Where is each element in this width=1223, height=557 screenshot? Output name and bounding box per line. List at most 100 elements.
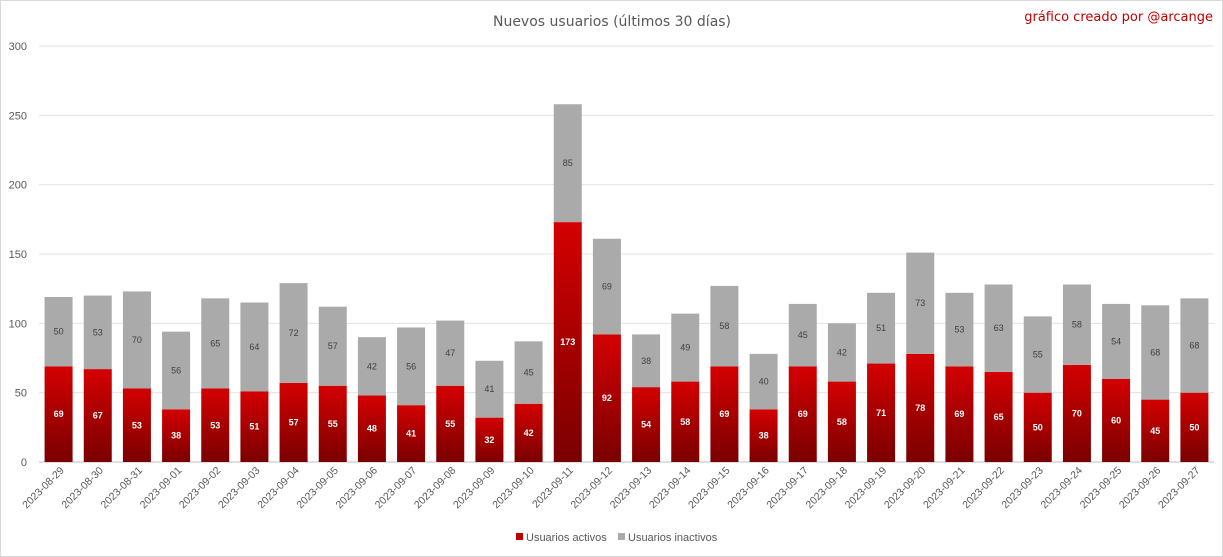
bar-usuarios-activos xyxy=(1062,364,1091,462)
bar-usuarios-activos xyxy=(397,405,426,462)
x-tick-label: 2023-09-27 xyxy=(1156,465,1203,512)
bar-usuarios-activos xyxy=(632,387,661,462)
bar-usuarios-activos xyxy=(671,381,700,462)
legend-label: Usuarios activos xyxy=(526,532,607,544)
data-label-activos: 53 xyxy=(132,420,142,430)
data-label-activos: 78 xyxy=(915,403,925,413)
data-label-inactivos: 42 xyxy=(367,361,377,371)
data-label-activos: 92 xyxy=(602,393,612,403)
legend-label: Usuarios inactivos xyxy=(628,532,718,544)
data-label-inactivos: 53 xyxy=(93,327,103,337)
bar-usuarios-activos xyxy=(553,222,582,462)
bar-usuarios-inactivos xyxy=(318,306,347,386)
credit-text: gráfico creado por @arcange xyxy=(1024,10,1213,25)
data-label-activos: 32 xyxy=(484,435,494,445)
bar-usuarios-activos xyxy=(357,395,386,462)
data-label-inactivos: 45 xyxy=(524,368,534,378)
bar-usuarios-activos xyxy=(83,369,112,462)
data-label-activos: 71 xyxy=(876,408,886,418)
data-label-inactivos: 38 xyxy=(641,356,651,366)
data-label-activos: 41 xyxy=(406,429,416,439)
bar-usuarios-inactivos xyxy=(827,323,856,382)
data-label-inactivos: 56 xyxy=(406,361,416,371)
data-label-activos: 48 xyxy=(367,424,377,434)
bar-usuarios-inactivos xyxy=(1062,284,1091,365)
bar-usuarios-inactivos xyxy=(867,292,896,364)
data-label-inactivos: 58 xyxy=(1072,320,1082,330)
bar-usuarios-activos xyxy=(1180,392,1209,462)
bar-usuarios-activos xyxy=(122,388,151,462)
bar-usuarios-activos xyxy=(201,388,230,462)
bar-usuarios-inactivos xyxy=(1141,305,1170,400)
bar-usuarios-activos xyxy=(592,334,621,462)
x-tick-label: 2023-09-10 xyxy=(490,465,537,512)
data-label-inactivos: 49 xyxy=(680,343,690,353)
chart-title: Nuevos usuarios (últimos 30 días) xyxy=(493,14,731,30)
bar-usuarios-inactivos xyxy=(553,104,582,223)
data-label-inactivos: 47 xyxy=(445,348,455,358)
legend-swatch xyxy=(618,533,625,540)
y-tick-label: 150 xyxy=(9,249,27,261)
data-label-inactivos: 50 xyxy=(54,327,64,337)
data-label-inactivos: 45 xyxy=(798,330,808,340)
data-label-activos: 50 xyxy=(1033,422,1043,432)
data-label-activos: 57 xyxy=(289,417,299,427)
data-label-activos: 69 xyxy=(54,409,64,419)
legend-swatch xyxy=(516,533,523,540)
bar-usuarios-inactivos xyxy=(240,302,269,392)
data-label-activos: 38 xyxy=(171,431,181,441)
data-label-activos: 53 xyxy=(210,420,220,430)
data-label-activos: 65 xyxy=(994,412,1004,422)
data-label-activos: 54 xyxy=(641,420,651,430)
bar-usuarios-inactivos xyxy=(279,283,308,383)
data-label-activos: 55 xyxy=(445,419,455,429)
bar-usuarios-inactivos xyxy=(357,337,386,396)
data-label-activos: 42 xyxy=(524,428,534,438)
bar-usuarios-activos xyxy=(514,403,543,462)
y-tick-label: 50 xyxy=(15,388,27,400)
data-label-inactivos: 73 xyxy=(915,298,925,308)
bar-usuarios-activos xyxy=(827,381,856,462)
data-label-activos: 45 xyxy=(1150,426,1160,436)
data-label-inactivos: 55 xyxy=(1033,350,1043,360)
bar-usuarios-inactivos xyxy=(514,341,543,404)
data-label-activos: 67 xyxy=(93,411,103,421)
bar-usuarios-inactivos xyxy=(788,303,817,367)
data-label-activos: 173 xyxy=(560,337,575,347)
bar-usuarios-activos xyxy=(240,391,269,462)
y-tick-label: 100 xyxy=(9,318,27,330)
bar-usuarios-activos xyxy=(749,409,778,462)
bar-usuarios-inactivos xyxy=(44,296,73,367)
data-label-inactivos: 69 xyxy=(602,282,612,292)
bar-usuarios-inactivos xyxy=(397,327,426,406)
bar-usuarios-inactivos xyxy=(671,313,700,382)
data-label-inactivos: 63 xyxy=(994,323,1004,333)
bar-usuarios-inactivos xyxy=(945,292,974,367)
data-label-inactivos: 40 xyxy=(759,377,769,387)
bar-usuarios-activos xyxy=(1023,392,1052,462)
bar-usuarios-activos xyxy=(945,366,974,462)
bar-usuarios-activos xyxy=(279,382,308,462)
bar-usuarios-inactivos xyxy=(592,238,621,335)
bar-usuarios-activos xyxy=(436,385,465,462)
bar-usuarios-activos xyxy=(867,363,896,462)
data-label-activos: 70 xyxy=(1072,408,1082,418)
bar-usuarios-activos xyxy=(710,366,739,462)
y-tick-label: 200 xyxy=(9,180,27,192)
data-label-activos: 69 xyxy=(954,409,964,419)
bar-usuarios-activos xyxy=(44,366,73,462)
data-label-inactivos: 85 xyxy=(563,158,573,168)
bar-usuarios-inactivos xyxy=(749,353,778,410)
data-label-inactivos: 42 xyxy=(837,347,847,357)
data-label-activos: 58 xyxy=(837,417,847,427)
bar-usuarios-inactivos xyxy=(201,298,230,389)
bar-usuarios-activos xyxy=(1102,378,1131,462)
bar-usuarios-activos xyxy=(162,409,191,462)
data-label-activos: 69 xyxy=(798,409,808,419)
bar-usuarios-inactivos xyxy=(984,284,1013,372)
data-label-activos: 50 xyxy=(1189,422,1199,432)
bar-usuarios-inactivos xyxy=(436,320,465,386)
data-label-inactivos: 41 xyxy=(484,384,494,394)
data-label-inactivos: 68 xyxy=(1189,341,1199,351)
data-label-inactivos: 53 xyxy=(954,325,964,335)
